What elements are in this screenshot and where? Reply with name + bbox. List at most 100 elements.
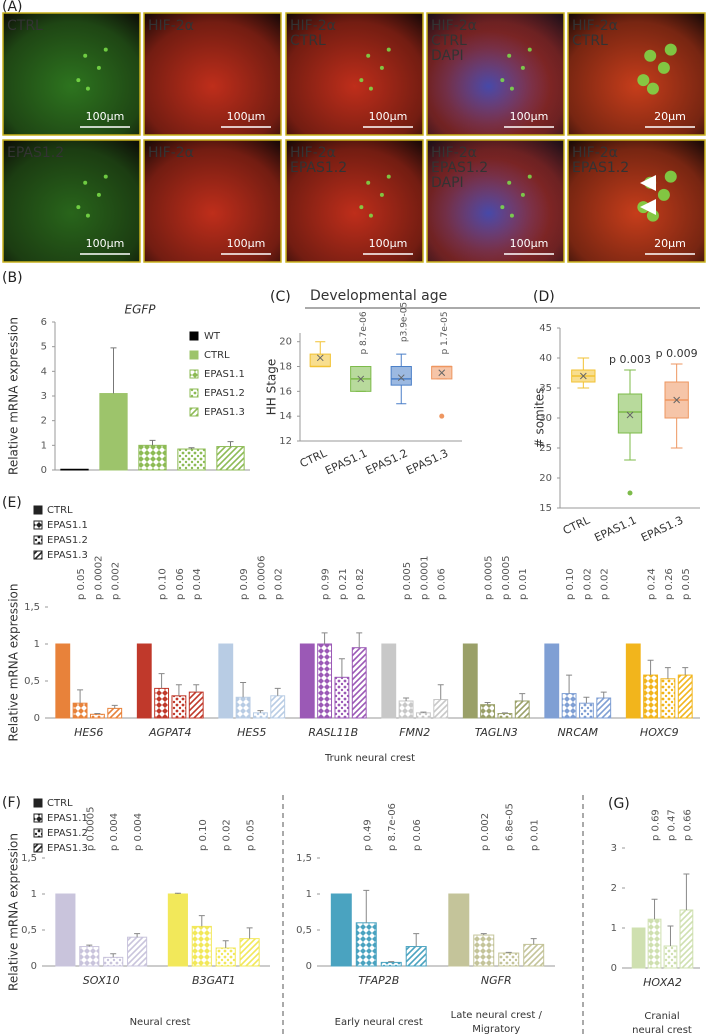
p-value: p 0.06: [412, 819, 423, 851]
y-tick-label: 2: [611, 883, 617, 894]
x-tick-label: HOXA2: [643, 976, 682, 989]
whisker: [396, 353, 407, 405]
y-tick-label: 20: [279, 337, 292, 348]
x-tick-label: EPAS1.1: [323, 447, 369, 478]
y-tick-label: 25: [539, 443, 552, 454]
scale-bar-label: 100μm: [369, 237, 408, 250]
legend-label: WT: [204, 331, 221, 342]
cell: [509, 213, 514, 218]
bar: [405, 946, 427, 967]
x-axis-label: neural crest: [632, 1025, 692, 1035]
cell: [386, 47, 391, 52]
channel-label: EPAS1.2: [290, 160, 347, 176]
group-label: Migratory: [472, 1024, 520, 1035]
scale-bar-label: 100μm: [227, 237, 266, 250]
bar: [660, 678, 676, 719]
bar: [497, 713, 513, 719]
cell: [368, 86, 373, 91]
y-tick-label: 1,5: [21, 853, 37, 864]
p-value: p 8.7e-06: [387, 803, 398, 851]
x-axis-label: Trunk neural crest: [324, 753, 415, 764]
cell: [379, 192, 384, 197]
p-value: p 0.10: [158, 568, 169, 600]
panel-label: (D): [533, 289, 555, 305]
legend-label: EPAS1.1: [47, 813, 88, 824]
mean-marker: [316, 354, 324, 362]
bar: [138, 444, 167, 471]
cell: [520, 65, 525, 70]
y-tick-label: 14: [279, 411, 292, 422]
cell: [96, 65, 101, 70]
scale-bar-label: 100μm: [86, 110, 125, 123]
y-tick-label: 0: [306, 961, 312, 972]
y-tick-label: 15: [539, 503, 552, 514]
mean-marker: [673, 396, 681, 404]
cell: [527, 174, 532, 179]
bar: [625, 643, 641, 719]
legend-label: EPAS1.1: [47, 520, 88, 531]
error-bar: [664, 667, 671, 679]
bar: [415, 712, 431, 719]
cell: [527, 47, 532, 52]
bar: [55, 643, 71, 719]
channel-label: HIF-2α: [148, 18, 194, 34]
error-bar: [403, 697, 410, 701]
legend-label: EPAS1.3: [204, 407, 245, 418]
bar: [215, 947, 236, 967]
error-bar: [338, 658, 345, 678]
error-bar: [110, 953, 117, 958]
bar: [72, 702, 88, 719]
legend-swatch: [33, 505, 43, 515]
legend-swatch: [33, 798, 43, 808]
y-tick-label: 0: [34, 713, 40, 724]
error-bar: [246, 927, 253, 939]
bar: [330, 893, 352, 967]
cell: [368, 213, 373, 218]
x-tick-label: FMN2: [399, 726, 430, 739]
y-tick-label: 0: [31, 961, 37, 972]
x-tick-label: NRCAM: [557, 726, 598, 739]
micrograph-signal: [3, 13, 140, 135]
p-value: p 0.0005: [484, 555, 495, 600]
cell: [366, 53, 371, 58]
p-value: p 0.99: [321, 568, 332, 600]
bar: [448, 893, 470, 967]
mean-marker: [357, 375, 365, 383]
y-tick-label: 0: [41, 465, 47, 476]
cell: [644, 49, 657, 62]
bar: [596, 697, 612, 719]
panel-label: (G): [608, 796, 630, 812]
p-value: p 0.009: [656, 347, 698, 360]
x-tick-label: TFAP2B: [358, 974, 399, 987]
bar: [177, 448, 206, 471]
p-value: p 0.01: [518, 568, 529, 600]
p-value: p 0.005: [402, 562, 413, 600]
p-value: p 0.04: [192, 568, 203, 600]
x-axis-label: Neural crest: [130, 1017, 191, 1028]
legend-label: CTRL: [47, 798, 73, 809]
micrograph-signal: [286, 140, 423, 262]
legend-label: CTRL: [47, 505, 73, 516]
box: [617, 393, 643, 434]
cell: [509, 86, 514, 91]
cell: [85, 213, 90, 218]
y-tick-label: 0,5: [21, 925, 37, 936]
error-bar: [175, 684, 182, 696]
x-tick-label: HES6: [74, 726, 103, 739]
error-bar: [530, 938, 537, 945]
box: [309, 353, 331, 368]
scale-bar-label: 100μm: [369, 110, 408, 123]
cell: [500, 78, 505, 83]
p-value: p 0.05: [76, 568, 87, 600]
bar: [355, 922, 377, 967]
scale-bar-label: 100μm: [227, 110, 266, 123]
y-tick-label: 1: [31, 889, 37, 900]
bar: [136, 643, 152, 719]
y-tick-label: 0: [611, 963, 617, 974]
bar: [381, 643, 397, 719]
cell: [379, 65, 384, 70]
p-value: p 0.47: [666, 809, 677, 841]
error-bar: [667, 925, 674, 946]
channel-label: HIF-2α: [431, 18, 477, 34]
p-value: p 0.10: [565, 568, 576, 600]
